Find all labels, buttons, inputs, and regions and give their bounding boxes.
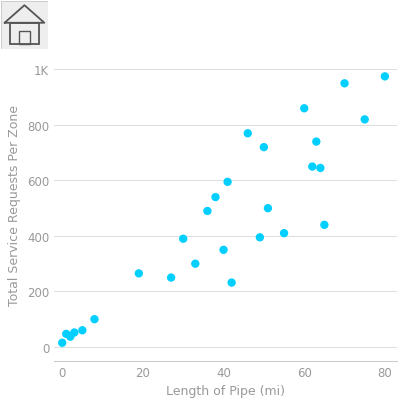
Point (225, 179, 231, 186)
Point (59, 340, 65, 346)
Point (229, 279, 235, 286)
Point (362, 117, 368, 123)
Point (71, 330, 77, 336)
Point (212, 194, 219, 201)
Point (341, 81, 348, 87)
Point (313, 139, 320, 146)
Point (261, 144, 267, 151)
Point (91, 316, 98, 322)
FancyBboxPatch shape (1, 2, 48, 50)
Point (245, 131, 251, 137)
X-axis label: Length of Pipe (mi): Length of Pipe (mi) (166, 384, 285, 397)
Point (321, 222, 328, 229)
Point (180, 236, 186, 242)
Point (281, 230, 287, 237)
Point (136, 271, 142, 277)
Point (192, 261, 198, 267)
Point (204, 208, 211, 215)
Point (220, 247, 227, 253)
Point (265, 205, 271, 212)
Point (67, 334, 73, 340)
Point (317, 165, 324, 172)
Point (79, 327, 85, 334)
Point (63, 331, 69, 337)
Point (301, 106, 308, 112)
Point (309, 164, 316, 170)
Point (257, 235, 263, 241)
Y-axis label: Total Service Requests Per Zone: Total Service Requests Per Zone (8, 104, 22, 305)
Point (168, 275, 174, 281)
Point (382, 74, 388, 80)
